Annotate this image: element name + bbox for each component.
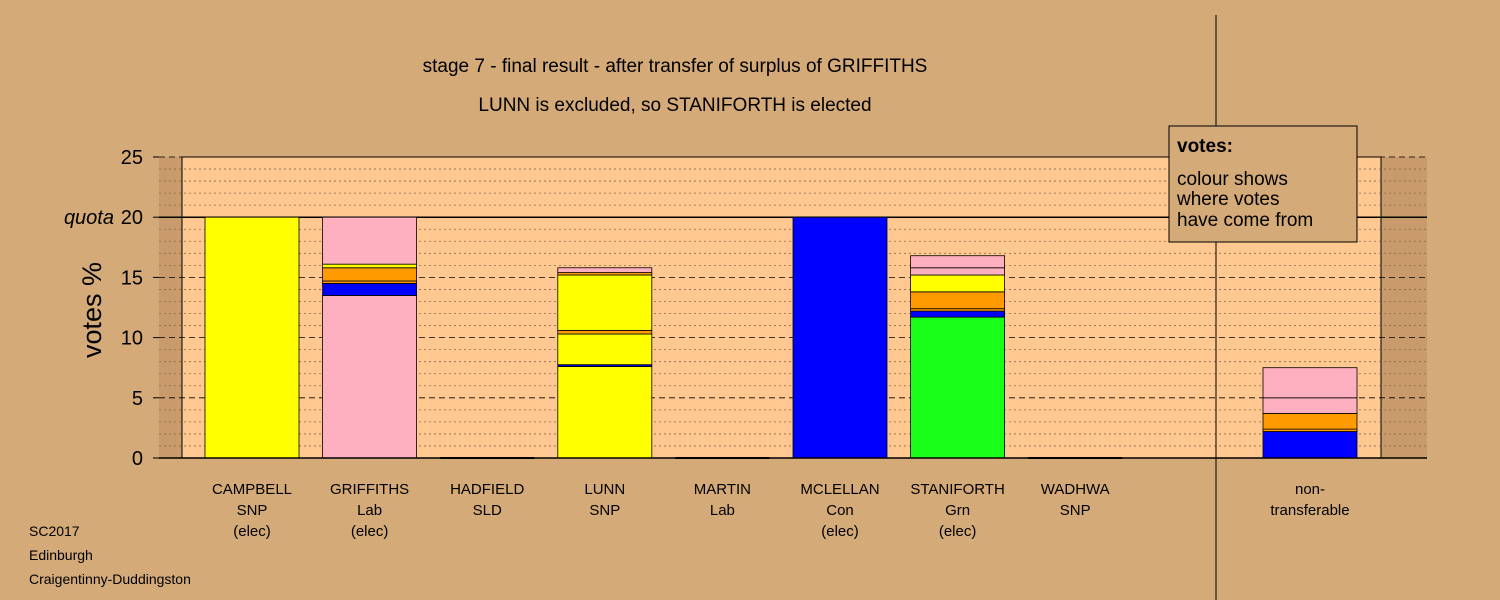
y-tick-label: 25: [121, 147, 143, 169]
chart-subtitle: LUNN is excluded, so STANIFORTH is elect…: [478, 95, 871, 116]
y-tick-label: 15: [121, 267, 143, 289]
bar-segment: [557, 329, 653, 335]
legend-title: votes:: [1177, 136, 1233, 157]
x-tick-label: transferable: [1270, 502, 1349, 519]
bar-segment: [557, 333, 653, 366]
nontransferable-bar-segment: [1262, 431, 1358, 459]
bar-segment: [322, 295, 418, 459]
x-tick-label: Grn: [945, 502, 970, 519]
footer-line: Craigentinny-Duddingston: [29, 571, 191, 587]
bar-segment: [204, 216, 300, 459]
bar-segment: [322, 267, 418, 282]
x-tick-label: LUNN: [584, 481, 625, 498]
x-tick-label: Con: [826, 502, 854, 519]
bars: [204, 216, 1358, 459]
x-tick-label: (elec): [821, 523, 859, 540]
bar-segment: [910, 291, 1005, 310]
plot-margin-right: [1381, 157, 1427, 458]
bar-segment: [792, 216, 888, 459]
legend-line: have come from: [1177, 210, 1313, 231]
y-tick-label: 20: [121, 207, 143, 229]
bar-segment: [322, 283, 418, 296]
bar-segment: [557, 366, 653, 459]
legend-box: votes: colour shows where votes have com…: [1168, 125, 1358, 243]
nontransferable-bar-segment: [1262, 413, 1358, 430]
x-tick-label: (elec): [351, 523, 389, 540]
bar-segment: [910, 255, 1005, 269]
plot-margin-left: [159, 157, 182, 458]
footer-line: Edinburgh: [29, 547, 93, 563]
nontransferable-bar-segment: [1262, 367, 1358, 399]
nontransferable-bar-segment: [1262, 397, 1358, 414]
bar-segment: [322, 263, 418, 269]
bar-segment: [322, 216, 418, 265]
x-tick-label: (elec): [939, 523, 977, 540]
bar-segment: [910, 310, 1005, 318]
footer-line: SC2017: [29, 523, 80, 539]
bar-segment: [910, 267, 1005, 276]
legend-line: where votes: [1176, 189, 1279, 210]
x-tick-label: (elec): [233, 523, 271, 540]
y-tick-label: 10: [121, 328, 143, 350]
quota-label: quota: [64, 207, 114, 229]
x-tick-label: Lab: [357, 502, 382, 519]
bar-segment: [557, 274, 653, 331]
x-tick-label: SNP: [589, 502, 620, 519]
x-tick-label: SNP: [237, 502, 268, 519]
x-tick-label: SNP: [1060, 502, 1091, 519]
x-tick-label: WADHWA: [1041, 481, 1110, 498]
x-tick-label: SLD: [473, 502, 502, 519]
x-tick-label: STANIFORTH: [910, 481, 1004, 498]
chart-title: stage 7 - final result - after transfer …: [423, 56, 928, 77]
y-tick-label: 0: [132, 448, 143, 470]
x-tick-label: MARTIN: [694, 481, 751, 498]
y-tick-label: 5: [132, 388, 143, 410]
labels: 0 5 10 15 25 20 CAMPBELL SNP (elec) GRIFFITHS Lab (…: [121, 147, 1350, 540]
legend-line: colour shows: [1177, 169, 1288, 190]
bar-segment: [910, 316, 1005, 459]
x-tick-label: MCLELLAN: [800, 481, 879, 498]
x-tick-label: Lab: [710, 502, 735, 519]
x-tick-label: HADFIELD: [450, 481, 524, 498]
bar-segment: [910, 274, 1005, 293]
x-tick-label: GRIFFITHS: [330, 481, 409, 498]
y-axis-label: votes %: [77, 262, 107, 358]
axes: [153, 15, 1427, 600]
x-tick-label: CAMPBELL: [212, 481, 292, 498]
bar-segment: [557, 267, 653, 273]
x-tick-label: non-: [1295, 481, 1325, 498]
